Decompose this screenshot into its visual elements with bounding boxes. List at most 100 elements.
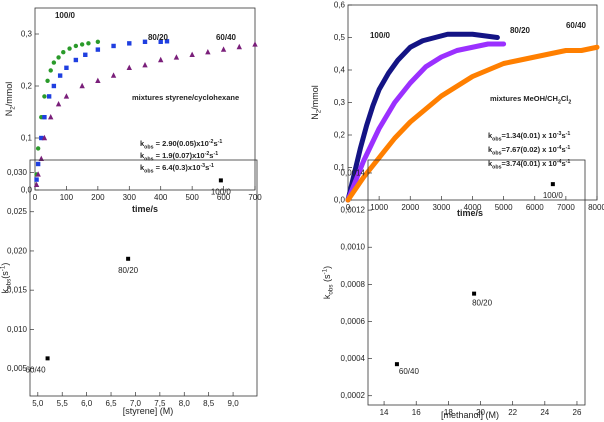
x-tick-label: 22 xyxy=(508,408,517,417)
y-tick-label: 0,5 xyxy=(334,33,346,42)
x-tick-label: 400 xyxy=(154,193,168,202)
text-part: s xyxy=(561,145,565,154)
text-part: obs xyxy=(328,284,335,294)
text-part: -4 xyxy=(557,159,562,165)
text-part: k xyxy=(140,163,145,172)
x-tick-label: 500 xyxy=(185,193,199,202)
data-point xyxy=(205,49,211,55)
data-point xyxy=(95,47,101,52)
text-part: -1 xyxy=(566,145,571,151)
data-point xyxy=(220,46,227,52)
text-part: obs xyxy=(492,164,501,170)
text-part: k xyxy=(322,294,332,299)
plot-frame xyxy=(34,7,256,191)
plot-frame xyxy=(367,159,586,406)
x-tick-label: 0 xyxy=(33,193,38,202)
data-point xyxy=(45,356,50,361)
x-tick-label: 7,0 xyxy=(130,399,142,408)
data-point xyxy=(189,51,195,57)
text-part: =3.74(0.01) x 10 xyxy=(502,159,557,168)
series-label: 100/0 xyxy=(370,31,391,40)
annotation: mixtures styrene/cyclohexane xyxy=(132,93,239,102)
x-tick-label: 8,0 xyxy=(179,399,191,408)
y-tick-label: 0,0012 xyxy=(341,206,366,215)
data-point xyxy=(33,181,40,187)
data-point xyxy=(142,62,148,68)
data-point xyxy=(110,72,117,78)
data-line xyxy=(345,31,500,203)
annotation: mixtures MeOH/CH2Cl2 xyxy=(490,94,571,105)
y-tick-label: 0,025 xyxy=(7,207,28,216)
text-part: time/s xyxy=(457,208,483,218)
data-point xyxy=(111,43,116,49)
text-part: 2 xyxy=(558,99,561,105)
x-tick-label: 3000 xyxy=(432,203,450,212)
y-axis-label: kobs(s-1) xyxy=(0,263,13,294)
x-tick-label: 1000 xyxy=(370,203,388,212)
series-label: 100/0 xyxy=(55,11,76,20)
x-tick-label: 8,5 xyxy=(203,399,215,408)
x-tick-label: 0 xyxy=(346,203,351,212)
text-part: = 1.9(0.07)x10 xyxy=(154,151,205,160)
data-point xyxy=(126,64,132,70)
text-part: k xyxy=(0,288,10,293)
data-point xyxy=(67,46,72,51)
data-point xyxy=(42,115,47,120)
x-tick-label: 600 xyxy=(217,193,231,202)
data-point xyxy=(46,94,52,99)
text-part: k xyxy=(140,139,145,148)
data-point xyxy=(51,83,57,89)
data-point xyxy=(252,41,258,47)
text-part: ) xyxy=(0,263,10,266)
x-tick-label: 24 xyxy=(540,408,549,417)
point-label: 60/40 xyxy=(399,367,420,376)
x-axis-label: time/s xyxy=(457,208,483,218)
text-part: -4 xyxy=(557,145,562,151)
y-tick-label: 0,0004 xyxy=(341,354,366,363)
text-part: obs xyxy=(144,144,153,150)
text-part: k xyxy=(140,151,145,160)
x-tick-label: 6000 xyxy=(526,203,544,212)
x-tick-label: 5000 xyxy=(495,203,513,212)
text-part: k xyxy=(488,159,493,168)
text-part: =7.67(0.02) x 10 xyxy=(502,145,557,154)
text-part: [methanol] (M) xyxy=(441,410,499,420)
x-tick-label: 100 xyxy=(60,193,74,202)
y-tick-label: 0,030 xyxy=(7,168,28,177)
y-tick-label: 0,0010 xyxy=(341,243,366,252)
y-tick-label: 0,3 xyxy=(21,30,33,39)
text-part: /mmol xyxy=(4,82,14,107)
text-part: /mmol xyxy=(310,85,320,110)
text-part: obs xyxy=(144,168,153,174)
x-axis-label: [methanol] (M) xyxy=(441,410,499,420)
text-part: mixtures MeOH/CH xyxy=(490,94,558,103)
text-part: 2 xyxy=(568,99,571,105)
data-point xyxy=(48,114,54,120)
x-tick-label: 6,5 xyxy=(105,399,117,408)
text-part: -3 xyxy=(557,131,562,137)
text-part: =1.34(0.01) x 10 xyxy=(502,131,557,140)
text-part: time/s xyxy=(132,204,158,214)
y-tick-label: 0,010 xyxy=(7,325,28,334)
series-label: 80/20 xyxy=(510,26,531,35)
data-point xyxy=(34,177,39,182)
text-part: s xyxy=(205,163,209,172)
y-tick-label: 0,6 xyxy=(334,1,346,10)
data-point xyxy=(86,41,91,46)
y-tick-label: 0,1 xyxy=(21,134,33,143)
x-tick-label: 700 xyxy=(248,193,262,202)
x-tick-label: 7,5 xyxy=(154,399,166,408)
y-axis-label: N2/mmol xyxy=(4,82,17,117)
y-tick-label: 0,2 xyxy=(334,131,346,140)
text-part: obs xyxy=(492,136,501,142)
text-part: (s xyxy=(322,274,332,284)
data-point xyxy=(83,52,88,57)
data-line xyxy=(345,44,600,203)
data-point xyxy=(158,56,164,63)
y-axis-label: N2/mmol xyxy=(310,85,323,120)
text-part: s xyxy=(209,151,213,160)
text-part: -1 xyxy=(566,131,571,137)
point-label: 100/0 xyxy=(211,187,232,196)
text-part: -3 xyxy=(200,163,205,169)
